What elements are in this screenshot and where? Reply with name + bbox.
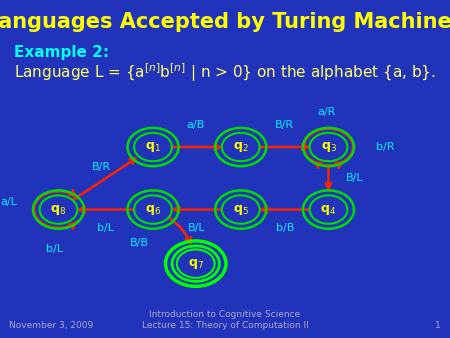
Circle shape (222, 133, 260, 161)
Text: q$_{7}$: q$_{7}$ (188, 257, 204, 271)
Circle shape (177, 249, 215, 278)
Circle shape (310, 133, 347, 161)
Circle shape (40, 195, 77, 224)
Text: Language L = {a$^{[n]}$b$^{[n]}$ | n > 0} on the alphabet {a, b}.: Language L = {a$^{[n]}$b$^{[n]}$ | n > 0… (14, 61, 435, 84)
Circle shape (222, 195, 260, 224)
Text: q$_{1}$: q$_{1}$ (145, 140, 161, 154)
Text: b/R: b/R (376, 142, 394, 152)
Circle shape (310, 195, 347, 224)
Text: q$_{6}$: q$_{6}$ (145, 202, 161, 217)
Text: B/L: B/L (188, 223, 206, 233)
Text: b/L: b/L (45, 244, 63, 254)
Text: B/B: B/B (130, 238, 148, 248)
Text: q$_{2}$: q$_{2}$ (233, 140, 248, 154)
Text: a/B: a/B (187, 120, 205, 130)
Text: 1: 1 (435, 320, 441, 330)
Text: B/R: B/R (92, 162, 112, 172)
Text: q$_{4}$: q$_{4}$ (320, 202, 337, 217)
Text: a/R: a/R (317, 107, 335, 117)
Text: q$_{3}$: q$_{3}$ (320, 140, 337, 154)
Text: b/B: b/B (276, 223, 294, 233)
Text: a/L: a/L (0, 197, 17, 208)
Text: Languages Accepted by Turing Machines: Languages Accepted by Turing Machines (0, 12, 450, 32)
Text: B/R: B/R (275, 120, 294, 130)
Circle shape (134, 133, 172, 161)
Text: q$_{8}$: q$_{8}$ (50, 202, 67, 217)
Text: q$_{5}$: q$_{5}$ (233, 202, 249, 217)
Text: b/L: b/L (97, 223, 114, 233)
Circle shape (134, 195, 172, 224)
Text: November 3, 2009: November 3, 2009 (9, 320, 93, 330)
Text: Example 2:: Example 2: (14, 45, 108, 60)
Text: Introduction to Cognitive Science
Lecture 15: Theory of Computation II: Introduction to Cognitive Science Lectur… (142, 310, 308, 330)
Text: B/L: B/L (346, 173, 363, 183)
